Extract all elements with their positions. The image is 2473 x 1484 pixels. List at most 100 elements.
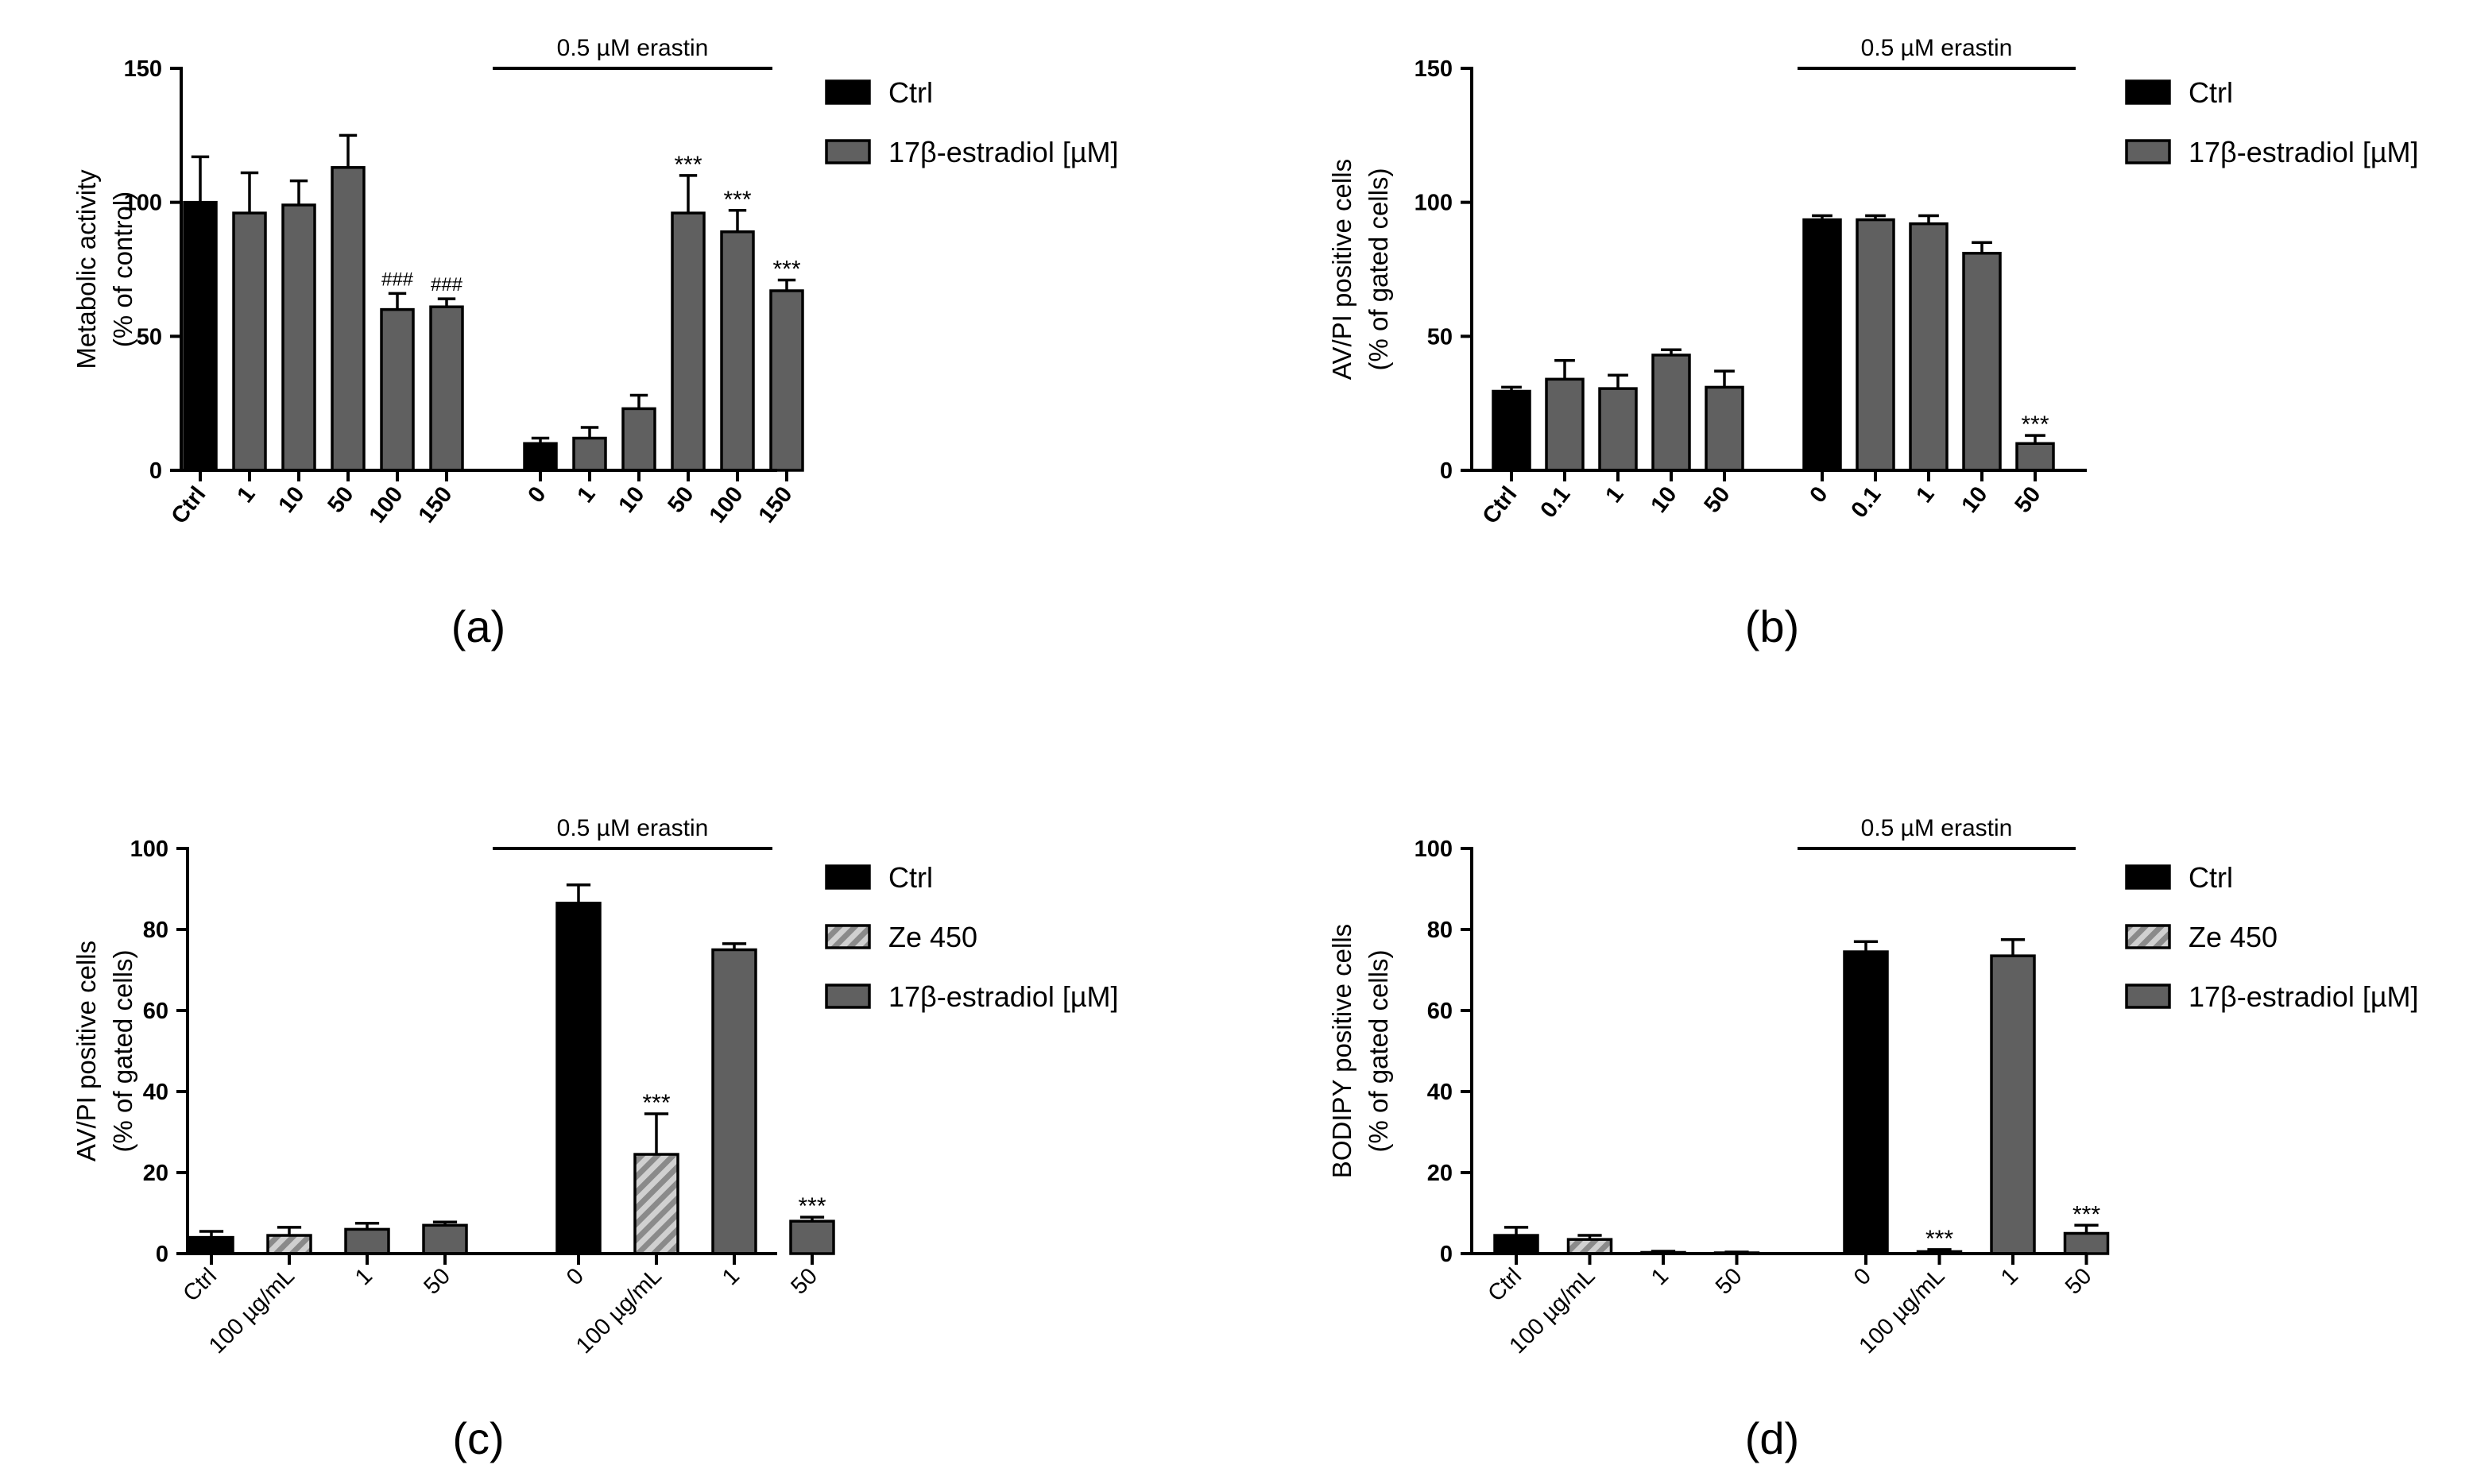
bar bbox=[711, 948, 757, 1255]
bar bbox=[523, 442, 558, 472]
x-tick-label: 50 bbox=[2061, 1263, 2096, 1299]
y-axis-label: (% of gated cells) bbox=[1364, 950, 1393, 1153]
legend-label: 17β-estradiol [µM] bbox=[2189, 980, 2419, 1013]
bar bbox=[555, 902, 602, 1255]
bar bbox=[281, 203, 316, 472]
y-axis-label: AV/PI positive cells bbox=[1327, 159, 1356, 380]
bar bbox=[633, 1153, 679, 1255]
y-axis-label: BODIPY positive cells bbox=[1327, 924, 1356, 1178]
significance-label: *** bbox=[642, 1090, 670, 1116]
x-tick-label: 1 bbox=[1647, 1263, 1674, 1290]
y-tick-label: 20 bbox=[1427, 1161, 1453, 1186]
erastin-bracket-label: 0.5 µM erastin bbox=[1861, 35, 2013, 61]
x-tick-label: 150 bbox=[754, 482, 798, 528]
bar bbox=[1651, 354, 1691, 472]
chart-panel-b: *** 0 50 100 150 Ctrl 0.1 1 10 50 0 0.1 1 10 50 AV/PI p… bbox=[1327, 35, 2419, 651]
y-axis-label: AV/PI positive cells bbox=[72, 941, 101, 1161]
x-tick-label: Ctrl bbox=[1483, 1263, 1527, 1307]
erastin-bracket-label: 0.5 µM erastin bbox=[557, 815, 709, 841]
y-tick-label: 60 bbox=[143, 999, 168, 1024]
x-tick-label: 150 bbox=[414, 482, 458, 528]
bar bbox=[769, 289, 804, 472]
y-tick-label: 0 bbox=[1440, 1242, 1453, 1267]
bar bbox=[1598, 387, 1638, 472]
y-axis-label: Metabolic activity bbox=[72, 169, 101, 369]
bar bbox=[720, 230, 755, 472]
legend-swatch-ctrl bbox=[825, 864, 871, 890]
legend-swatch-estradiol bbox=[825, 984, 871, 1009]
y-tick-label: 150 bbox=[124, 56, 162, 82]
legend-swatch-estradiol bbox=[2125, 984, 2171, 1009]
significance-label: *** bbox=[723, 187, 751, 213]
bar bbox=[344, 1227, 390, 1255]
bar bbox=[266, 1234, 312, 1255]
x-tick-label: 1 bbox=[1911, 482, 1939, 508]
y-tick-label: 0 bbox=[1440, 458, 1453, 484]
y-tick-label: 150 bbox=[1415, 56, 1453, 82]
y-axis-label: (% of gated cells) bbox=[1364, 168, 1393, 371]
panel-label: (d) bbox=[1745, 1413, 1799, 1463]
bar bbox=[183, 200, 218, 472]
bar bbox=[1962, 252, 2002, 472]
bar bbox=[621, 407, 656, 472]
y-tick-label: 50 bbox=[137, 324, 162, 350]
y-axis-label: (% of gated cells) bbox=[108, 950, 137, 1153]
panel-label: (a) bbox=[451, 601, 505, 651]
legend-label: Ze 450 bbox=[888, 921, 977, 953]
significance-label: ### bbox=[381, 269, 414, 290]
legend-swatch-ze bbox=[2125, 924, 2171, 949]
bar bbox=[671, 211, 706, 472]
x-tick-label: 1 bbox=[350, 1263, 377, 1290]
x-tick-label: 1 bbox=[1996, 1263, 2023, 1290]
y-tick-label: 100 bbox=[1415, 191, 1453, 216]
bar bbox=[380, 307, 415, 472]
legend-label: 17β-estradiol [µM] bbox=[888, 980, 1119, 1013]
y-tick-label: 20 bbox=[143, 1161, 168, 1186]
x-tick-label: 50 bbox=[787, 1263, 822, 1299]
x-tick-label: 0 bbox=[523, 482, 551, 508]
x-tick-label: 10 bbox=[613, 482, 649, 518]
x-tick-label: 10 bbox=[1956, 482, 1992, 518]
bar bbox=[572, 436, 607, 472]
bar bbox=[188, 1235, 234, 1255]
x-tick-label: Ctrl bbox=[1478, 482, 1523, 529]
y-axis-label: (% of control) bbox=[108, 191, 137, 347]
y-tick-label: 0 bbox=[149, 458, 162, 484]
x-tick-label: 0 bbox=[1805, 482, 1832, 508]
y-tick-label: 100 bbox=[1415, 837, 1453, 862]
significance-label: *** bbox=[674, 152, 702, 178]
bar bbox=[1909, 222, 1949, 472]
bar bbox=[1990, 954, 2036, 1255]
y-tick-label: 0 bbox=[156, 1242, 168, 1267]
bar bbox=[232, 211, 267, 472]
bar bbox=[422, 1223, 468, 1255]
x-tick-label: 1 bbox=[572, 482, 600, 508]
y-tick-label: 100 bbox=[124, 191, 162, 216]
significance-label: *** bbox=[772, 256, 800, 282]
legend-swatch-estradiol bbox=[2125, 139, 2171, 164]
bar bbox=[2015, 442, 2055, 472]
bar bbox=[1705, 385, 1744, 472]
x-tick-label: 0 bbox=[562, 1263, 589, 1290]
x-tick-label: 50 bbox=[2010, 482, 2045, 518]
x-tick-label: 0 bbox=[1849, 1263, 1876, 1290]
bar bbox=[1492, 389, 1531, 472]
bar bbox=[1802, 218, 1842, 472]
x-tick-label: 100 bbox=[365, 482, 408, 528]
x-tick-label: 100 bbox=[705, 482, 749, 528]
y-tick-label: 60 bbox=[1427, 999, 1453, 1024]
x-tick-label: 10 bbox=[273, 482, 309, 518]
legend-swatch-ctrl bbox=[2125, 79, 2171, 105]
significance-label: *** bbox=[1925, 1226, 1953, 1252]
legend-swatch-ctrl bbox=[2125, 864, 2171, 890]
legend-swatch-ctrl bbox=[825, 79, 871, 105]
x-tick-label: 50 bbox=[420, 1263, 455, 1299]
significance-label: *** bbox=[798, 1193, 826, 1219]
legend-swatch-estradiol bbox=[825, 139, 871, 164]
x-tick-label: Ctrl bbox=[167, 482, 211, 529]
significance-label: *** bbox=[2021, 412, 2049, 438]
y-tick-label: 50 bbox=[1427, 324, 1453, 350]
legend-swatch-ze bbox=[825, 924, 871, 949]
